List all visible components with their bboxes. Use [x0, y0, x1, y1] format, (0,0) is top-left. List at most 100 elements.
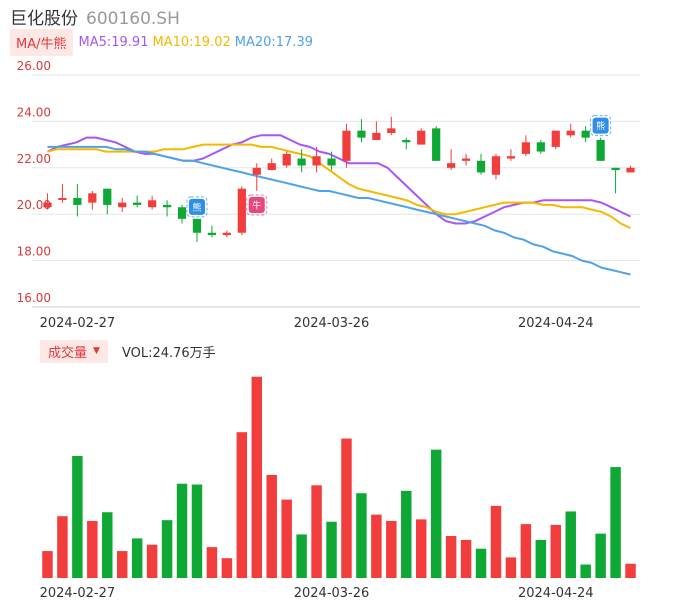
- candlestick[interactable]: [611, 167, 620, 194]
- candlestick[interactable]: [192, 218, 202, 243]
- volume-indicator-label: 成交量: [48, 345, 88, 361]
- ma-line-ma10: [47, 143, 631, 230]
- candlestick[interactable]: [491, 153, 501, 180]
- volume-bar[interactable]: [236, 432, 248, 578]
- candlestick[interactable]: [447, 149, 456, 171]
- candlestick[interactable]: [162, 200, 172, 217]
- candle-body: [118, 202, 127, 208]
- bear-signal-marker[interactable]: 熊: [186, 196, 208, 218]
- volume-bar[interactable]: [356, 493, 367, 578]
- volume-bar[interactable]: [221, 558, 233, 578]
- volume-bar[interactable]: [266, 475, 277, 578]
- candlestick[interactable]: [432, 126, 441, 161]
- y-tick-label: 22.00: [17, 152, 51, 166]
- volume-bar[interactable]: [595, 533, 606, 578]
- volume-bar[interactable]: [445, 536, 457, 578]
- volume-bar[interactable]: [311, 485, 322, 578]
- candlestick[interactable]: [626, 165, 635, 173]
- candlestick[interactable]: [387, 116, 396, 136]
- candlestick[interactable]: [536, 139, 545, 154]
- volume-bar[interactable]: [87, 520, 98, 578]
- candlestick[interactable]: [506, 149, 516, 161]
- candlestick[interactable]: [581, 126, 590, 143]
- volume-bar[interactable]: [131, 538, 143, 578]
- candlestick[interactable]: [476, 153, 486, 175]
- candlestick[interactable]: [551, 130, 560, 150]
- volume-bar[interactable]: [191, 484, 203, 578]
- ma10-label: MA10:19.02: [152, 34, 231, 50]
- volume-bar[interactable]: [505, 557, 517, 578]
- y-tick-label: 26.00: [17, 59, 51, 73]
- bull-signal-marker[interactable]: 牛: [246, 194, 268, 216]
- price-grid: [32, 74, 640, 308]
- volume-bar[interactable]: [102, 512, 113, 578]
- candle-body: [387, 128, 396, 133]
- candlestick[interactable]: [282, 151, 291, 168]
- candlestick[interactable]: [148, 195, 157, 210]
- candlestick[interactable]: [103, 188, 112, 215]
- volume-bar[interactable]: [42, 551, 53, 578]
- candlestick[interactable]: [402, 137, 411, 150]
- volume-bar[interactable]: [490, 505, 502, 578]
- volume-bar[interactable]: [116, 551, 128, 578]
- volume-bar[interactable]: [625, 563, 636, 578]
- candlestick[interactable]: [133, 195, 142, 208]
- candle-body: [521, 142, 530, 154]
- ma-indicator-button[interactable]: MA/牛熊: [10, 28, 73, 56]
- candlestick[interactable]: [43, 193, 52, 210]
- volume-bar[interactable]: [565, 511, 576, 578]
- candlestick[interactable]: [222, 230, 231, 238]
- candle-body: [551, 130, 560, 147]
- candlestick[interactable]: [207, 225, 217, 238]
- volume-bar[interactable]: [251, 376, 263, 578]
- bear-signal-marker[interactable]: 熊: [590, 115, 612, 137]
- candlestick[interactable]: [118, 197, 127, 212]
- volume-bar[interactable]: [161, 520, 173, 578]
- candlestick[interactable]: [58, 184, 67, 203]
- candlestick[interactable]: [267, 158, 276, 171]
- marker-label: 熊: [192, 201, 201, 213]
- stock-name: 巨化股份: [10, 9, 78, 29]
- candlestick[interactable]: [357, 119, 366, 143]
- volume-bar[interactable]: [535, 539, 547, 578]
- volume-bar[interactable]: [415, 519, 427, 578]
- candlestick[interactable]: [342, 123, 351, 168]
- candlestick[interactable]: [297, 149, 306, 173]
- candlestick[interactable]: [73, 184, 82, 217]
- volume-bar[interactable]: [296, 534, 307, 578]
- candlestick[interactable]: [417, 128, 426, 145]
- volume-bar[interactable]: [520, 524, 532, 578]
- candlestick[interactable]: [312, 146, 321, 173]
- volume-bar[interactable]: [610, 467, 621, 578]
- volume-value-label: VOL:24.76万手: [121, 345, 216, 361]
- volume-bar[interactable]: [401, 490, 412, 578]
- candlestick[interactable]: [372, 121, 381, 140]
- candlestick[interactable]: [461, 153, 471, 166]
- volume-bar[interactable]: [72, 455, 83, 578]
- volume-bar[interactable]: [57, 516, 68, 578]
- candlestick[interactable]: [521, 135, 530, 157]
- candlestick[interactable]: [566, 123, 575, 138]
- volume-indicator-button[interactable]: 成交量 ▼: [40, 339, 108, 363]
- candlestick[interactable]: [252, 163, 261, 191]
- volume-bar[interactable]: [386, 520, 397, 578]
- volume-bar[interactable]: [580, 564, 591, 578]
- volume-bar[interactable]: [206, 547, 218, 578]
- volume-bar[interactable]: [371, 514, 382, 578]
- candlestick[interactable]: [596, 137, 605, 161]
- volume-bar[interactable]: [326, 521, 337, 578]
- volume-bar[interactable]: [475, 548, 487, 578]
- volume-bar[interactable]: [146, 544, 158, 578]
- candlestick[interactable]: [88, 191, 97, 210]
- candlestick[interactable]: [177, 204, 187, 224]
- volume-bar[interactable]: [176, 483, 188, 578]
- candlestick[interactable]: [327, 151, 336, 171]
- volume-bar[interactable]: [341, 438, 352, 578]
- candlestick[interactable]: [237, 186, 246, 236]
- x-tick-label: 2024-02-27: [40, 586, 116, 601]
- volume-bar[interactable]: [550, 524, 562, 578]
- volume-bar[interactable]: [281, 499, 292, 578]
- volume-bar[interactable]: [460, 539, 472, 578]
- volume-bar[interactable]: [430, 449, 442, 578]
